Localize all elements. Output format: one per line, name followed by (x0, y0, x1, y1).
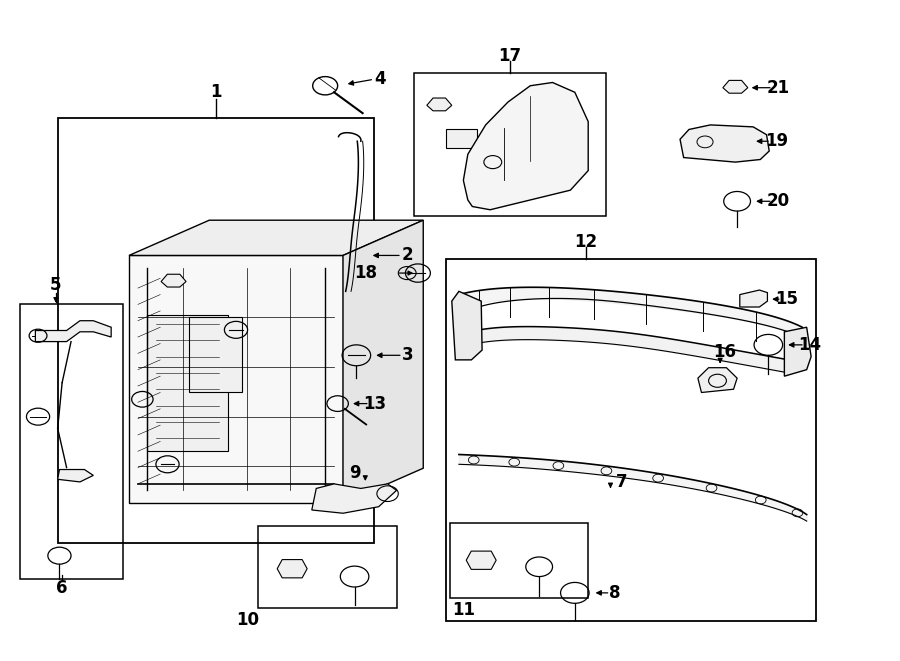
Text: 12: 12 (574, 233, 598, 251)
Text: 3: 3 (402, 346, 414, 364)
Text: 15: 15 (776, 290, 798, 308)
Text: 13: 13 (364, 395, 387, 412)
Bar (446, 258, 815, 621)
Polygon shape (680, 125, 770, 162)
Text: 18: 18 (354, 264, 377, 282)
Bar (20, 305, 122, 578)
Polygon shape (161, 274, 186, 287)
Polygon shape (723, 81, 748, 93)
Polygon shape (311, 484, 397, 513)
Polygon shape (129, 220, 423, 255)
Polygon shape (740, 290, 768, 307)
Bar (414, 73, 606, 216)
Text: 9: 9 (349, 464, 360, 482)
Polygon shape (277, 560, 307, 578)
Text: 7: 7 (616, 473, 627, 491)
Polygon shape (466, 551, 496, 569)
Text: 14: 14 (798, 336, 822, 354)
Text: 5: 5 (50, 276, 61, 293)
Text: 11: 11 (452, 601, 475, 619)
Polygon shape (58, 469, 94, 482)
Text: 1: 1 (211, 83, 221, 101)
Polygon shape (35, 321, 112, 342)
Bar (446, 130, 477, 148)
Text: 19: 19 (765, 132, 788, 150)
Text: 10: 10 (236, 611, 259, 629)
Bar (58, 118, 374, 543)
Text: 17: 17 (499, 48, 522, 65)
Bar (258, 526, 397, 608)
Text: 21: 21 (767, 79, 789, 97)
Text: 2: 2 (401, 247, 413, 264)
Polygon shape (785, 327, 811, 376)
Bar (450, 523, 589, 598)
Text: 16: 16 (713, 343, 736, 361)
Bar (147, 315, 229, 451)
Bar (189, 317, 242, 392)
Polygon shape (343, 220, 423, 504)
Polygon shape (452, 292, 482, 360)
Text: 4: 4 (374, 70, 386, 88)
Polygon shape (464, 83, 589, 210)
Polygon shape (427, 98, 452, 111)
Text: 20: 20 (767, 192, 789, 210)
Text: 6: 6 (57, 579, 68, 598)
Polygon shape (698, 368, 737, 393)
Text: 8: 8 (609, 584, 621, 602)
Polygon shape (129, 255, 343, 504)
